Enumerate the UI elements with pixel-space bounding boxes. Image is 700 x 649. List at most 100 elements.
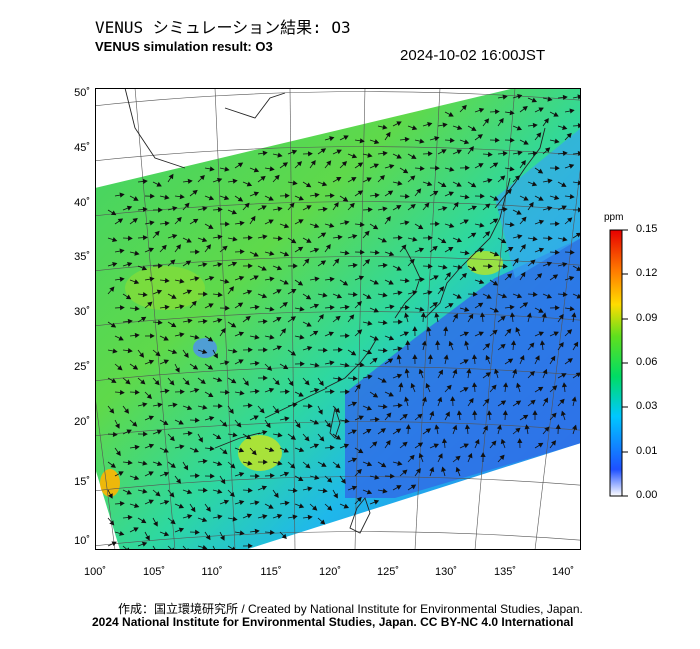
lat-label-10: 10˚ <box>74 535 90 547</box>
wind-arrow-head <box>268 387 275 393</box>
wind-arrow-head <box>536 273 543 279</box>
wind-arrow-head <box>320 232 327 238</box>
wind-arrow-head <box>115 450 121 456</box>
wind-arrow-head <box>561 182 567 187</box>
wind-arrow-head <box>254 528 260 534</box>
wind-arrow-head <box>448 191 454 197</box>
wind-arrow-head <box>410 203 416 209</box>
wind-arrow-head <box>133 196 139 201</box>
wind-arrow-head <box>412 236 418 242</box>
wind-arrow-head <box>342 280 349 286</box>
wind-arrow-head <box>119 305 125 311</box>
wind-arrow-head <box>470 182 477 188</box>
wind-arrow-head <box>514 175 521 181</box>
wind-arrow-head <box>284 500 290 506</box>
wind-arrow-head <box>261 485 268 491</box>
wind-arrow-head <box>453 201 459 208</box>
wind-arrow-head <box>169 492 175 498</box>
wind-arrow-head <box>496 424 502 430</box>
wind-arrow-head <box>187 318 193 324</box>
wind-arrow-head <box>254 304 260 310</box>
wind-arrow-head <box>314 276 320 282</box>
wind-arrow-head <box>397 402 403 409</box>
wind-arrow-head <box>262 430 268 436</box>
wind-arrow-head <box>259 408 265 414</box>
wind-arrow-head <box>396 373 403 379</box>
wind-arrow-head <box>192 218 199 224</box>
wind-arrow-head <box>247 460 253 466</box>
wind-arrow-head <box>359 249 365 255</box>
wind-arrow-head <box>538 308 544 313</box>
wind-arrow-head <box>308 403 313 409</box>
wind-arrow-head <box>269 447 275 453</box>
wind-arrow-head <box>442 122 448 128</box>
wind-arrow-head <box>510 340 517 346</box>
wind-arrow-head <box>517 94 523 99</box>
wind-arrow-head <box>538 219 545 225</box>
wind-arrow-head <box>225 221 230 227</box>
wind-arrow-head <box>208 224 214 229</box>
wind-arrow-head <box>452 424 458 431</box>
wind-arrow-head <box>209 416 215 421</box>
wind-arrow-head <box>467 452 473 459</box>
wind-arrow-head <box>463 331 470 337</box>
wind-arrow-head <box>313 419 319 425</box>
wind-arrow-head <box>222 449 228 455</box>
wind-arrow-head <box>517 150 523 156</box>
wind-arrow-head <box>356 329 363 335</box>
wind-arrow-head <box>516 293 523 299</box>
wind-arrow-head <box>492 280 499 286</box>
wind-arrow-head <box>163 531 170 537</box>
wind-arrow-head <box>307 514 313 520</box>
wind-arrow-head <box>380 428 386 434</box>
colorbar-label-0.09: 0.09 <box>636 312 658 324</box>
wind-arrow-head <box>262 150 268 156</box>
wind-arrow-head <box>561 382 568 388</box>
wind-arrow-head <box>494 368 500 374</box>
wind-arrow-head <box>307 151 313 157</box>
wind-arrow-head <box>566 329 573 335</box>
wind-arrow-head <box>176 478 182 484</box>
wind-arrow-head <box>195 249 200 255</box>
wind-arrow-head <box>336 149 342 155</box>
wind-arrow-head <box>209 166 215 172</box>
wind-arrow-head <box>313 223 320 229</box>
wind-arrow-head <box>425 382 431 389</box>
wind-arrow-head <box>163 335 169 341</box>
wind-arrow-head <box>260 175 266 181</box>
wind-arrow-head <box>502 94 508 100</box>
wind-arrow-head <box>229 491 235 498</box>
wind-arrow-head <box>127 235 133 241</box>
wind-arrow-head <box>194 529 200 535</box>
wind-arrow-head <box>419 138 425 144</box>
wind-arrow-head <box>224 389 230 395</box>
wind-arrow-head <box>484 231 491 237</box>
wind-arrow-head <box>416 188 422 194</box>
wind-arrow-head <box>263 375 268 381</box>
wind-arrow-head <box>412 354 418 359</box>
wind-arrow-head <box>149 220 155 226</box>
wind-arrow-head <box>412 290 418 296</box>
wind-arrow-head <box>434 424 440 430</box>
wind-arrow-head <box>522 106 528 111</box>
wind-arrow-head <box>516 382 521 388</box>
wind-arrow-head <box>202 318 208 325</box>
lon-label-130: 130˚ <box>434 566 458 578</box>
wind-arrow-head <box>487 151 493 157</box>
wind-arrow-head <box>244 202 250 208</box>
wind-arrow-head <box>405 340 411 346</box>
wind-arrow-head <box>290 463 296 469</box>
wind-arrow-head <box>493 251 500 257</box>
wind-arrow-head <box>172 206 178 212</box>
wind-arrow-head <box>186 289 193 295</box>
wind-arrow-head <box>225 305 230 311</box>
wind-arrow-head <box>463 359 469 365</box>
wind-arrow-head <box>502 206 508 213</box>
wind-arrow-head <box>502 410 508 416</box>
wind-arrow-head <box>322 206 328 212</box>
wind-arrow-head <box>326 422 331 428</box>
wind-arrow-head <box>523 140 529 145</box>
wind-arrow-head <box>304 436 310 442</box>
wind-arrow-head <box>156 181 162 187</box>
wind-arrow-head <box>532 122 538 129</box>
